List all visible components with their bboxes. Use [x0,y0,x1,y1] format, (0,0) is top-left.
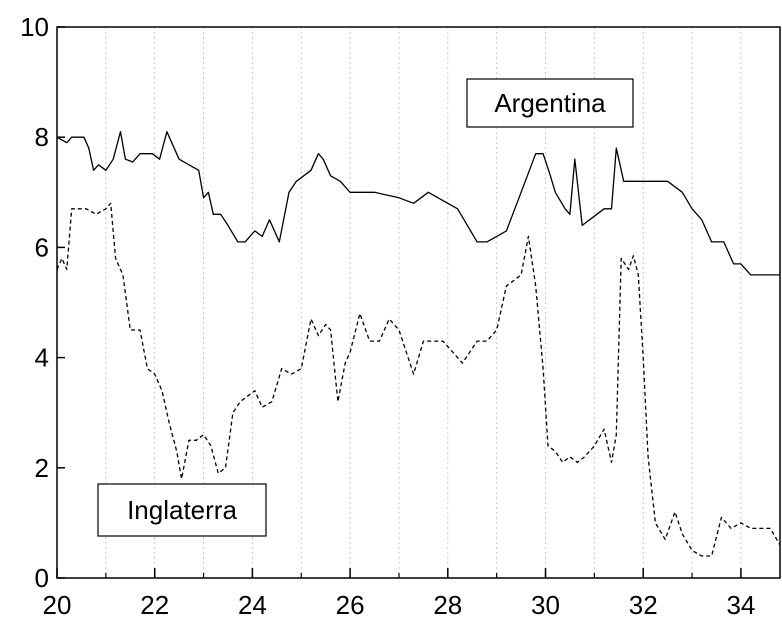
plot-frame [56,26,781,579]
series-layer [56,131,781,557]
series-line-inglaterra [56,202,781,557]
series-label-text: Inglaterra [127,495,237,525]
y-tick-label: 4 [35,343,49,373]
x-tick-label: 34 [726,590,755,620]
x-tick-label: 24 [238,590,267,620]
series-label-box [97,483,267,537]
series-line-argentina [56,131,780,276]
x-tick-label: 22 [140,590,169,620]
x-tick-label: 32 [629,590,658,620]
y-tick-label: 0 [35,563,49,593]
x-tick-label: 26 [336,590,365,620]
x-tick-label: 28 [433,590,462,620]
series-label-box [466,78,634,128]
y-tick-label: 2 [35,453,49,483]
y-tick-label: 10 [20,12,49,42]
y-tick-label: 8 [35,122,49,152]
series-label-text: Argentina [494,88,606,118]
legend-layer: Argentina Inglaterra [97,78,634,537]
y-tick-label: 6 [35,232,49,262]
x-tick-label: 30 [531,590,560,620]
x-tick-label: 20 [43,590,72,620]
